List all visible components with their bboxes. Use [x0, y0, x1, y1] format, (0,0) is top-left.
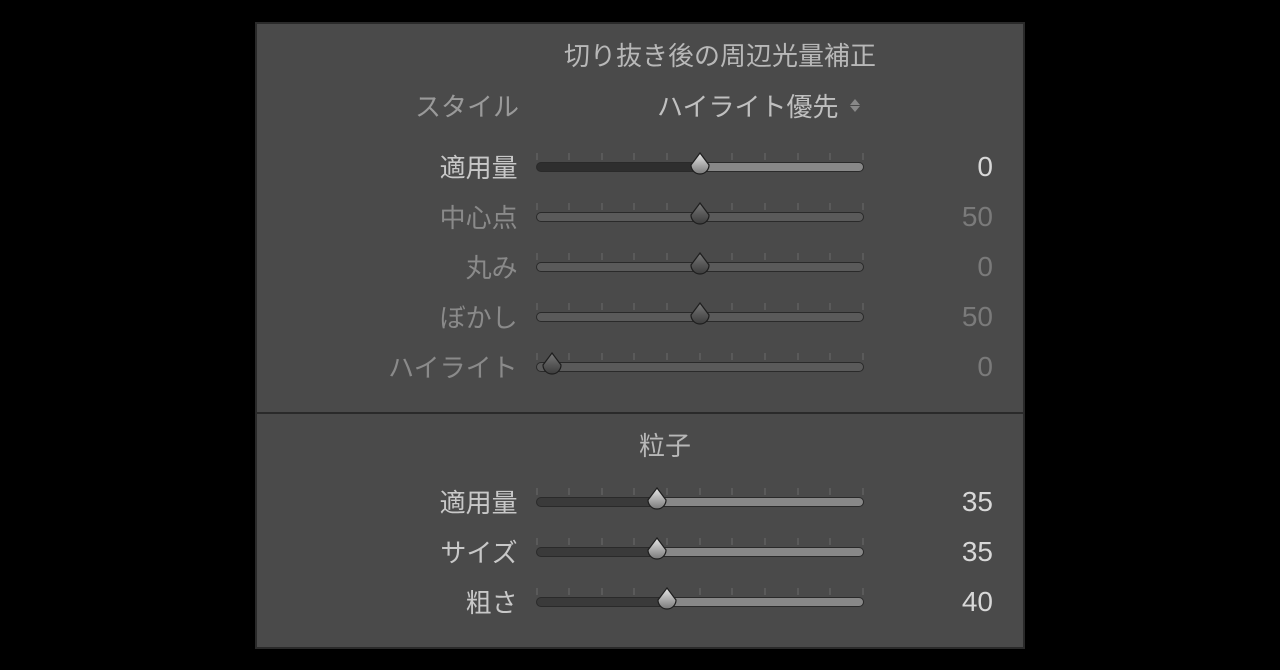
grain-slider-value[interactable]: 40 — [864, 586, 993, 618]
slider-handle-icon[interactable] — [646, 487, 668, 515]
grain-slider-row: 適用量 35 — [287, 477, 993, 527]
grain-slider[interactable] — [536, 597, 864, 607]
updown-icon — [850, 99, 860, 112]
vignette-slider[interactable] — [536, 212, 864, 222]
slider-handle-icon[interactable] — [656, 587, 678, 615]
vignette-slider-row: 適用量 0 — [287, 142, 993, 192]
vignette-slider[interactable] — [536, 262, 864, 272]
grain-slider[interactable] — [536, 547, 864, 557]
grain-slider-value[interactable]: 35 — [864, 486, 993, 518]
vignette-slider[interactable] — [536, 312, 864, 322]
slider-handle-icon[interactable] — [689, 302, 711, 330]
vignette-slider-value[interactable]: 0 — [864, 251, 993, 283]
style-row: スタイル ハイライト優先 — [287, 87, 993, 124]
slider-handle-icon[interactable] — [689, 152, 711, 180]
effects-panel: 切り抜き後の周辺光量補正 スタイル ハイライト優先 適用量 0 中心点 — [255, 22, 1025, 649]
vignette-slider-value[interactable]: 50 — [864, 301, 993, 333]
slider-handle-icon[interactable] — [689, 202, 711, 230]
grain-section: 粒子 適用量 35 サイズ 35 粗さ 40 — [257, 414, 1023, 647]
grain-slider-value[interactable]: 35 — [864, 536, 993, 568]
vignette-section: 切り抜き後の周辺光量補正 スタイル ハイライト優先 適用量 0 中心点 — [257, 24, 1023, 414]
vignette-slider-row: ハイライト 0 — [287, 342, 993, 392]
vignette-title: 切り抜き後の周辺光量補正 — [287, 36, 993, 73]
slider-handle-icon[interactable] — [689, 252, 711, 280]
grain-slider-label: サイズ — [287, 533, 536, 570]
vignette-slider-label: ぼかし — [287, 298, 536, 335]
grain-slider-row: サイズ 35 — [287, 527, 993, 577]
grain-title: 粒子 — [287, 426, 993, 463]
vignette-slider-row: 丸み 0 — [287, 242, 993, 292]
grain-slider-row: 粗さ 40 — [287, 577, 993, 627]
vignette-slider[interactable] — [536, 162, 864, 172]
vignette-slider-label: 丸み — [287, 248, 536, 285]
grain-slider-label: 粗さ — [287, 583, 536, 620]
slider-handle-icon[interactable] — [541, 352, 563, 380]
vignette-slider-label: 中心点 — [287, 198, 536, 235]
vignette-slider-value[interactable]: 0 — [864, 151, 993, 183]
vignette-slider-label: ハイライト — [287, 348, 536, 385]
style-dropdown[interactable]: ハイライト優先 — [657, 87, 860, 124]
style-value: ハイライト優先 — [657, 87, 838, 124]
vignette-slider[interactable] — [536, 362, 864, 372]
vignette-slider-row: 中心点 50 — [287, 192, 993, 242]
vignette-slider-value[interactable]: 0 — [864, 351, 993, 383]
slider-handle-icon[interactable] — [646, 537, 668, 565]
grain-slider-label: 適用量 — [287, 483, 536, 520]
grain-slider[interactable] — [536, 497, 864, 507]
vignette-slider-row: ぼかし 50 — [287, 292, 993, 342]
vignette-slider-value[interactable]: 50 — [864, 201, 993, 233]
style-label: スタイル — [287, 87, 537, 124]
vignette-slider-label: 適用量 — [287, 148, 536, 185]
